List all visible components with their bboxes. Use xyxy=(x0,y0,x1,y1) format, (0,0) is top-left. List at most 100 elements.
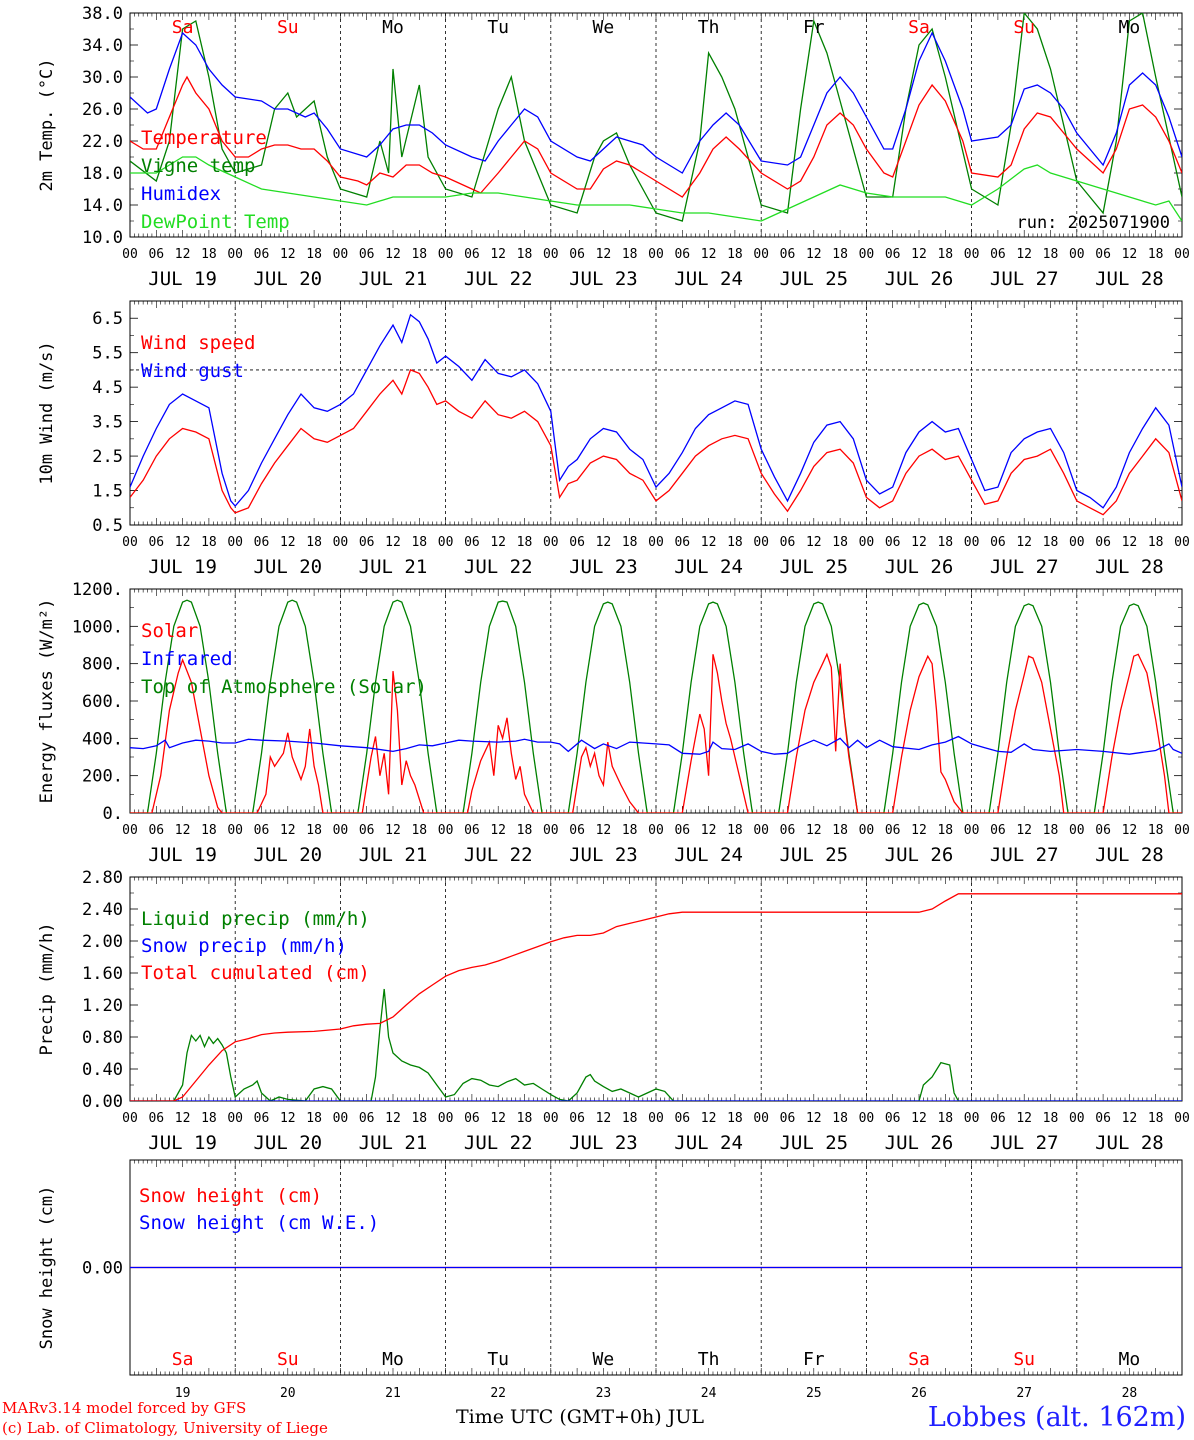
hour-label: 00 xyxy=(227,823,243,838)
hour-label: 18 xyxy=(1043,247,1059,262)
series-solar xyxy=(130,652,1182,813)
hour-label: 06 xyxy=(464,535,480,550)
station-name: Lobbes (alt. 162m) xyxy=(927,1402,1186,1433)
hour-label: 12 xyxy=(911,535,927,550)
hour-label: 06 xyxy=(1095,535,1111,550)
hour-label: 00 xyxy=(648,823,664,838)
hour-label: 00 xyxy=(1174,1111,1190,1126)
date-label: JUL 22 xyxy=(464,1132,533,1154)
date-label: JUL 27 xyxy=(990,268,1059,290)
date-label: JUL 23 xyxy=(569,556,638,578)
y-tick-label: 10.0 xyxy=(82,228,123,248)
hour-label: 06 xyxy=(359,823,375,838)
weekday-label: Sa xyxy=(908,1349,930,1370)
y-tick-label: 0.80 xyxy=(82,1028,123,1048)
hour-label: 00 xyxy=(227,247,243,262)
y-tick-label: 600. xyxy=(82,692,123,712)
date-label: JUL 26 xyxy=(885,556,954,578)
hour-label: 12 xyxy=(1122,823,1138,838)
hour-label: 12 xyxy=(701,823,717,838)
hour-label: 18 xyxy=(622,1111,638,1126)
hour-label: 12 xyxy=(280,247,296,262)
hour-label: 00 xyxy=(1069,535,1085,550)
weekday-label: Su xyxy=(1013,1349,1035,1370)
hour-label: 06 xyxy=(674,823,690,838)
date-label: JUL 26 xyxy=(885,844,954,866)
date-label: JUL 20 xyxy=(253,556,322,578)
hour-label: 00 xyxy=(1069,1111,1085,1126)
y-tick-label: 26.0 xyxy=(82,100,123,120)
hour-label: 18 xyxy=(1043,535,1059,550)
hour-label: 12 xyxy=(596,823,612,838)
date-label: JUL 21 xyxy=(359,1132,428,1154)
hour-label: 12 xyxy=(280,535,296,550)
hour-label: 18 xyxy=(727,535,743,550)
plot-frame xyxy=(129,12,1183,238)
series-vigne-temp xyxy=(130,13,1182,222)
hour-label: 18 xyxy=(832,1111,848,1126)
hour-label: 18 xyxy=(1148,823,1164,838)
hour-label: 06 xyxy=(780,247,796,262)
weekday-label: Sa xyxy=(172,1349,194,1370)
hour-label: 00 xyxy=(543,535,559,550)
y-tick-label: 6.5 xyxy=(92,309,123,329)
series-liquid-precip-mm-h xyxy=(130,988,1182,1101)
hour-label: 00 xyxy=(964,247,980,262)
hour-label: 12 xyxy=(911,1111,927,1126)
hour-label: 06 xyxy=(464,1111,480,1126)
hour-label: 12 xyxy=(490,1111,506,1126)
hour-label: 18 xyxy=(832,535,848,550)
hour-label: 06 xyxy=(885,823,901,838)
weekday-label: Tu xyxy=(487,1349,509,1370)
hour-label: 18 xyxy=(937,823,953,838)
weekday-label: Mo xyxy=(1119,1349,1141,1370)
date-label: JUL 21 xyxy=(359,556,428,578)
hour-label: 18 xyxy=(832,823,848,838)
weekday-label: Su xyxy=(1013,17,1035,38)
y-tick-label: 1.20 xyxy=(82,996,123,1016)
date-label: JUL 24 xyxy=(674,556,743,578)
hour-label: 12 xyxy=(175,1111,191,1126)
weekday-label: Sa xyxy=(172,17,194,38)
hour-label: 18 xyxy=(306,1111,322,1126)
hour-label: 18 xyxy=(727,823,743,838)
hour-label: 06 xyxy=(254,823,270,838)
hour-label: 00 xyxy=(438,1111,454,1126)
hour-label: 18 xyxy=(201,535,217,550)
hour-label: 18 xyxy=(201,1111,217,1126)
series-dewpoint-temp xyxy=(130,156,1182,222)
day-number-label: 25 xyxy=(806,1386,822,1400)
hour-label: 18 xyxy=(411,535,427,550)
hour-label: 12 xyxy=(385,823,401,838)
hour-label: 18 xyxy=(201,247,217,262)
hour-label: 06 xyxy=(148,823,164,838)
y-tick-label: 0. xyxy=(103,804,123,824)
hour-label: 00 xyxy=(122,823,138,838)
hour-label: 06 xyxy=(359,1111,375,1126)
day-number-label: 19 xyxy=(175,1386,191,1400)
y-tick-label: 30.0 xyxy=(82,68,123,88)
hour-label: 12 xyxy=(280,823,296,838)
y-axis-title: Precip (mm/h) xyxy=(37,922,57,1055)
date-label: JUL 26 xyxy=(885,268,954,290)
y-tick-label: 0.40 xyxy=(82,1060,123,1080)
weekday-label: We xyxy=(593,17,615,38)
hour-label: 06 xyxy=(569,1111,585,1126)
hour-label: 12 xyxy=(1122,247,1138,262)
date-label: JUL 26 xyxy=(885,1132,954,1154)
hour-label: 06 xyxy=(990,535,1006,550)
hour-label: 18 xyxy=(937,1111,953,1126)
hour-label: 00 xyxy=(227,535,243,550)
weekday-label: Sa xyxy=(908,17,930,38)
legend-item: Wind gust xyxy=(141,360,244,382)
hour-label: 06 xyxy=(990,823,1006,838)
legend-item: DewPoint Temp xyxy=(141,211,290,233)
hour-label: 18 xyxy=(1148,535,1164,550)
y-tick-label: 2.00 xyxy=(82,932,123,952)
model-credit: MARv3.14 model forced by GFS xyxy=(2,1399,247,1417)
hour-label: 00 xyxy=(122,535,138,550)
y-tick-label: 2.5 xyxy=(92,447,123,467)
y-tick-label: 2.80 xyxy=(82,868,123,888)
hour-label: 18 xyxy=(832,247,848,262)
plot-frame xyxy=(129,300,1183,526)
